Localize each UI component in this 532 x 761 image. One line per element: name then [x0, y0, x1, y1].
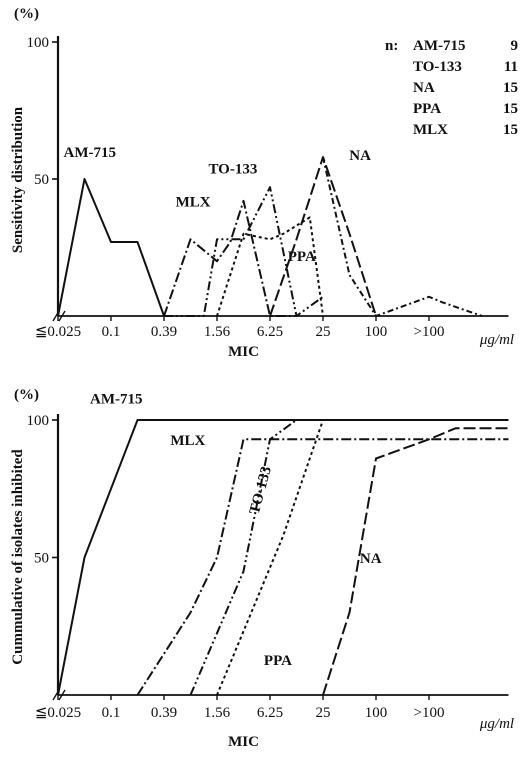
cumulative-inhibition-panel: 50 100 ≦0.025 0.1 0.39 1.56 6.25 25 100 >100 MIC μg…: [10, 387, 514, 750]
series-label-ppa: PPA: [288, 249, 316, 265]
series-label-na: NA: [349, 148, 371, 164]
y-axis-label: Cummulative of isolates inhibited: [10, 449, 26, 665]
legend-count-am-715: 9: [511, 38, 519, 54]
x-tick-label: 1.56: [204, 705, 231, 721]
x-tick-label: 0.1: [102, 324, 121, 340]
x-tick-label: 0.39: [151, 324, 177, 340]
x-tick-label: >100: [414, 705, 445, 721]
legend-name-na: NA: [413, 80, 435, 96]
y-axis-label: Sensitivity distribution: [10, 106, 26, 253]
percent-unit-label: (%): [14, 6, 39, 22]
series-line-to-133: [189, 419, 509, 696]
x-tick-label: 0.39: [151, 705, 177, 721]
legend-count-na: 15: [503, 80, 518, 96]
x-tick-label: >100: [414, 324, 445, 340]
x-tick-label: 25: [316, 705, 331, 721]
y-tick-label: 50: [34, 172, 49, 188]
percent-unit-label: (%): [14, 387, 39, 403]
y-tick-label: 50: [34, 551, 49, 567]
legend-count-ppa: 15: [503, 101, 518, 117]
x-tick-label: 0.1: [102, 705, 121, 721]
series-label-to-133: TO-133: [247, 465, 275, 516]
x-axis-label: MIC: [228, 344, 259, 360]
series-label-am-715: AM-715: [64, 145, 117, 161]
series-line-mlx: [163, 199, 297, 317]
x-tick-label: 100: [365, 324, 388, 340]
x-tick-label: 100: [365, 705, 388, 721]
series-label-am-715: AM-715: [90, 392, 143, 408]
series-line-na-tail: [322, 156, 483, 317]
x-tick-label: ≦0.025: [35, 324, 81, 340]
y-tick-label: 100: [27, 413, 50, 429]
x-tick-label: 25: [316, 324, 331, 340]
series-label-mlx: MLX: [170, 433, 205, 449]
series-label-ppa: PPA: [264, 653, 292, 669]
series-line-ppa: [216, 419, 509, 696]
legend-count-mlx: 15: [503, 122, 518, 138]
legend-name-am-715: AM-715: [413, 38, 466, 54]
x-tick-label: 6.25: [257, 705, 283, 721]
series-line-am-715: [57, 419, 509, 696]
series-label-to-133: TO-133: [208, 162, 257, 178]
legend-name-to-133: TO-133: [413, 59, 462, 75]
series-line-ppa: [216, 216, 324, 317]
y-tick-label: 100: [27, 35, 50, 51]
x-unit-label: μg/ml: [479, 716, 514, 732]
series-line-am-715: [57, 178, 165, 317]
series-line-na: [322, 427, 509, 696]
series-label-na: NA: [360, 551, 382, 567]
x-unit-label: μg/ml: [479, 332, 514, 348]
series-label-mlx: MLX: [176, 194, 211, 210]
x-axis-label: MIC: [228, 734, 259, 750]
sensitivity-distribution-panel: 50 100 ≦0.025 0.1 0.39 1.56 6.25 25 100 >100 MIC μg…: [10, 6, 518, 360]
x-tick-label: ≦0.025: [35, 705, 81, 721]
x-tick-label: 1.56: [204, 324, 231, 340]
legend-name-mlx: MLX: [413, 122, 448, 138]
x-tick-label: 6.25: [257, 324, 283, 340]
legend-name-ppa: PPA: [413, 101, 441, 117]
legend-prefix: n:: [385, 38, 398, 54]
series-line-mlx: [136, 438, 509, 696]
legend-count-to-133: 11: [504, 59, 518, 75]
series-line-to-133: [164, 186, 324, 317]
